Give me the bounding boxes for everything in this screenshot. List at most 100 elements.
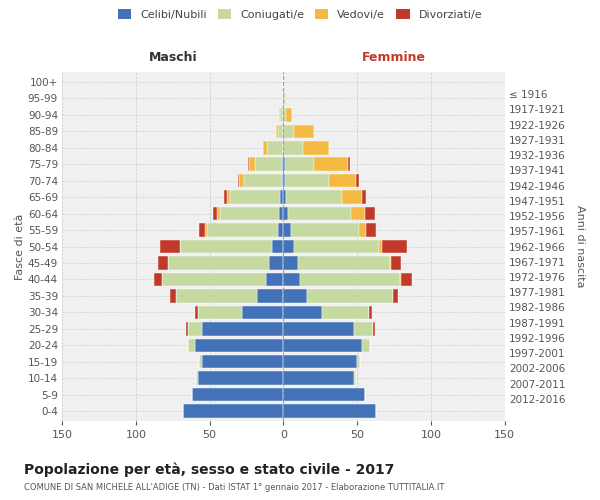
Bar [298, 256, 389, 270]
Bar [373, 322, 375, 336]
Bar [282, 158, 283, 171]
Bar [283, 388, 365, 402]
Bar [288, 207, 351, 220]
Bar [294, 240, 379, 254]
Bar [170, 289, 176, 302]
Bar [379, 240, 382, 254]
Bar [291, 224, 359, 237]
Bar [217, 207, 220, 220]
Bar [283, 108, 286, 122]
Bar [207, 224, 278, 237]
Bar [279, 207, 283, 220]
Bar [269, 256, 283, 270]
Bar [343, 190, 362, 204]
Bar [302, 141, 329, 154]
Bar [285, 174, 329, 188]
Bar [299, 272, 400, 286]
Bar [199, 224, 205, 237]
Bar [180, 240, 272, 254]
Bar [354, 372, 356, 385]
Bar [160, 240, 180, 254]
Bar [224, 190, 227, 204]
Bar [198, 372, 283, 385]
Bar [283, 306, 322, 319]
Bar [188, 322, 202, 336]
Bar [362, 190, 366, 204]
Bar [198, 306, 242, 319]
Bar [280, 108, 283, 122]
Y-axis label: Fasce di età: Fasce di età [15, 214, 25, 280]
Bar [391, 256, 401, 270]
Bar [314, 158, 349, 171]
Text: Popolazione per età, sesso e stato civile - 2017: Popolazione per età, sesso e stato civil… [24, 462, 394, 477]
Bar [248, 158, 250, 171]
Bar [278, 124, 283, 138]
Bar [230, 190, 280, 204]
Bar [188, 338, 195, 352]
Bar [356, 174, 359, 188]
Text: Maschi: Maschi [148, 51, 197, 64]
Bar [282, 174, 283, 188]
Bar [359, 224, 366, 237]
Bar [283, 207, 288, 220]
Bar [267, 141, 283, 154]
Bar [196, 372, 198, 385]
Bar [242, 306, 283, 319]
Bar [285, 92, 286, 105]
Bar [362, 338, 370, 352]
Bar [322, 306, 369, 319]
Bar [199, 355, 202, 368]
Bar [351, 207, 365, 220]
Bar [163, 272, 266, 286]
Bar [369, 306, 372, 319]
Bar [220, 207, 279, 220]
Bar [283, 158, 285, 171]
Bar [283, 141, 302, 154]
Bar [307, 289, 392, 302]
Bar [283, 272, 299, 286]
Bar [256, 158, 282, 171]
Bar [154, 272, 163, 286]
Bar [239, 174, 244, 188]
Bar [227, 190, 230, 204]
Bar [278, 224, 283, 237]
Bar [272, 240, 283, 254]
Bar [183, 404, 283, 418]
Bar [280, 190, 283, 204]
Bar [176, 289, 257, 302]
Bar [349, 158, 350, 171]
Bar [283, 224, 291, 237]
Bar [357, 355, 360, 368]
Bar [202, 355, 283, 368]
Bar [158, 256, 169, 270]
Bar [366, 224, 376, 237]
Bar [354, 322, 373, 336]
Bar [263, 141, 267, 154]
Bar [286, 190, 343, 204]
Bar [283, 174, 285, 188]
Text: COMUNE DI SAN MICHELE ALL'ADIGE (TN) - Dati ISTAT 1° gennaio 2017 - Elaborazione: COMUNE DI SAN MICHELE ALL'ADIGE (TN) - D… [24, 484, 445, 492]
Bar [212, 207, 217, 220]
Bar [389, 256, 391, 270]
Bar [205, 224, 207, 237]
Bar [283, 256, 298, 270]
Bar [192, 388, 283, 402]
Bar [283, 190, 286, 204]
Bar [244, 174, 282, 188]
Text: Femmine: Femmine [362, 51, 426, 64]
Bar [286, 108, 292, 122]
Bar [257, 289, 283, 302]
Bar [382, 240, 407, 254]
Bar [400, 272, 401, 286]
Bar [283, 355, 357, 368]
Bar [283, 372, 354, 385]
Bar [195, 338, 283, 352]
Bar [283, 92, 285, 105]
Bar [169, 256, 269, 270]
Bar [392, 289, 398, 302]
Bar [279, 108, 280, 122]
Y-axis label: Anni di nascita: Anni di nascita [575, 206, 585, 288]
Bar [283, 240, 294, 254]
Bar [285, 158, 314, 171]
Bar [294, 124, 314, 138]
